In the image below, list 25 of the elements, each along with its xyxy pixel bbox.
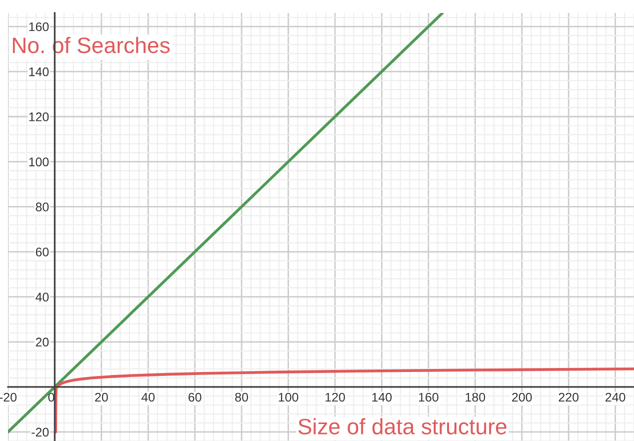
x-tick-label: 220 xyxy=(558,392,579,402)
x-tick-label: -20 xyxy=(0,392,17,402)
y-tick-label: 80 xyxy=(36,202,49,212)
x-tick-label: 0 xyxy=(48,392,54,402)
y-tick-label: 100 xyxy=(29,157,49,166)
x-tick-label: 180 xyxy=(466,392,486,402)
x-tick-label: 240 xyxy=(606,392,626,402)
line-series xyxy=(54,368,634,434)
y-tick-label: 120 xyxy=(29,112,49,122)
x-tick-label: 200 xyxy=(512,392,532,402)
y-tick-label: 60 xyxy=(36,248,49,256)
x-tick-label: 120 xyxy=(326,392,345,402)
y-tick-label: -20 xyxy=(32,428,49,437)
y-tick-label: 40 xyxy=(36,292,49,302)
x-tick-label: 140 xyxy=(372,392,392,402)
y-tick-label: 140 xyxy=(29,67,49,76)
y-tick-label: 20 xyxy=(36,338,49,347)
x-tick-label: 100 xyxy=(278,392,298,402)
x-tick-label: 80 xyxy=(235,392,248,402)
x-tick-label: 60 xyxy=(188,392,202,402)
y-tick-label: 160 xyxy=(29,22,49,32)
x-tick-label: 20 xyxy=(95,392,108,402)
x-tick-label: 160 xyxy=(418,392,438,402)
x-axis-title: Size of data structure xyxy=(298,418,506,434)
x-tick-label: 40 xyxy=(141,392,155,402)
